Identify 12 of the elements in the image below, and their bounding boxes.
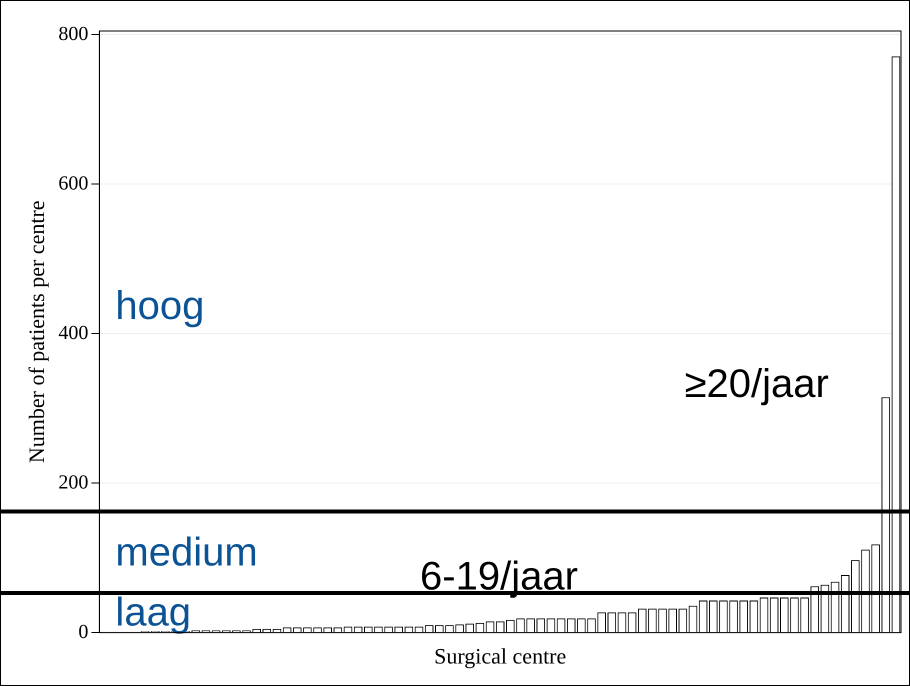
annotation: hoog bbox=[115, 284, 204, 328]
y-tick-label: 600 bbox=[58, 172, 88, 194]
y-axis-title: Number of patients per centre bbox=[24, 200, 49, 464]
annotation: 6-19/jaar bbox=[420, 554, 578, 598]
annotation: laag bbox=[115, 590, 192, 635]
annotation: ≥20/jaar bbox=[684, 362, 829, 406]
annotation: medium bbox=[115, 530, 258, 574]
y-tick-label: 800 bbox=[58, 22, 88, 45]
y-tick-label: 200 bbox=[58, 471, 88, 494]
y-tick-label: 400 bbox=[58, 322, 88, 344]
x-axis-title: Surgical centre bbox=[434, 644, 566, 669]
y-tick-label: 0 bbox=[78, 620, 88, 643]
